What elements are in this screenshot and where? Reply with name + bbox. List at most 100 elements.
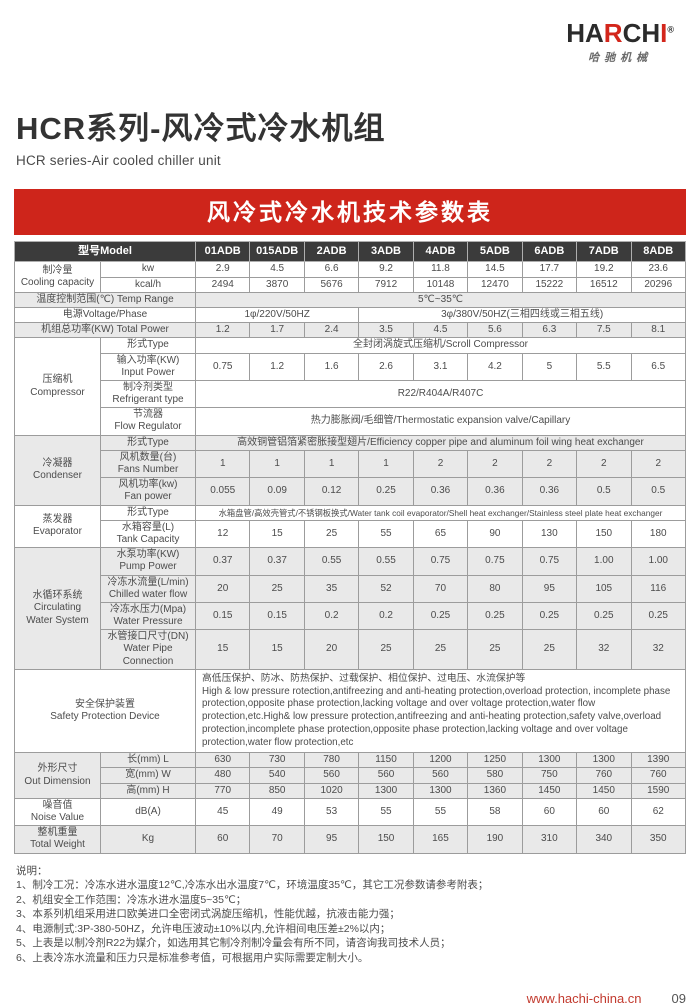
logo-part: CH [622,18,661,48]
spec-cell: 2 [521,449,578,479]
spec-cell: 0.25 [576,601,632,631]
spec-cell: 25 [412,629,469,670]
spec-cell: 冷冻水压力(Mpa) Water Pressure [100,601,196,631]
table-row: 水管接口尺寸(DN) Water Pipe Connection 15 15 20 25… [15,629,686,670]
title-block: HCR系列-风冷式冷水机组 HCR series-Air cooled chil… [0,0,700,168]
spec-cell: 8.1 [630,322,686,339]
note-line: 3、本系列机组采用进口欧美进口全密闭式涡旋压缩机，性能优越，抗液击能力强； [16,908,400,921]
page-subtitle: HCR series-Air cooled chiller unit [16,153,221,168]
spec-cell: 0.75 [467,547,523,576]
spec-cell: 0.36 [412,477,469,506]
spec-cell: 水箱容量(L) Tank Capacity [100,519,196,549]
spec-cell: 70 [412,574,469,603]
spec-cell: 540 [249,767,305,784]
spec-cell: 1200 [412,752,469,769]
table-row: 水循环系统 Circulating Water System 水泵功率(KW) P… [14,547,686,670]
spec-cell: 形式Type [100,504,196,521]
model-column-header: 6ADB [521,240,578,263]
spec-cell: 150 [576,519,632,549]
spec-cell: R22/R404A/R407C [195,379,686,409]
table-row: 噪音值 Noise Value dB(A) 45 49 53 55 55 58 60 60 62 [14,797,686,827]
model-column-header: 015ADB [249,240,305,263]
spec-cell: 高效铜管铝箔紧密胀接型翅片/Efficiency copper pipe and… [195,434,686,451]
spec-cell: 350 [630,825,686,854]
spec-cell: 0.75 [412,547,469,576]
spec-cell: 10148 [412,276,469,293]
spec-cell: 58 [467,797,523,827]
spec-cell: 1.6 [303,352,360,381]
spec-cell: 2.4 [303,322,360,339]
table-row: 外形尺寸 Out Dimension 长(mm) L 630 730 780 1150 12… [14,752,686,799]
spec-cell: 0.5 [630,477,686,506]
spec-cell: 1150 [358,752,414,769]
model-column-header: 7ADB [576,240,632,263]
spec-cell: 15222 [521,276,578,293]
spec-cell: 19.2 [576,261,632,278]
spec-cell: 高低压保护、防冰、防热保护、过载保护、相位保护、过电压、水流保护等 High &… [195,668,686,754]
note-line: 4、电源制式:3P-380-50HZ，允许电压波动±10%以内,允许相间电压差±… [16,922,391,935]
spec-cell: 1 [194,449,251,479]
spec-cell: 630 [194,752,251,769]
spec-cell: 150 [358,825,414,854]
logo-chinese-name: 哈驰机械 [588,52,653,64]
spec-cell: 1300 [521,752,578,769]
spec-cell: 55 [358,519,414,549]
spec-cell: 外形尺寸 Out Dimension [14,752,101,799]
table-row: 整机重量 Total Weight Kg 60 70 95 150 165 190 310 340… [14,825,686,854]
notes-heading: 说明： [16,864,48,877]
spec-cell: 噪音值 Noise Value [14,797,101,827]
spec-cell: 15 [249,519,305,549]
logo-part: R [603,18,623,48]
spec-cell: 全封闭涡旋式压缩机/Scroll Compressor [195,337,686,354]
spec-cell: 1390 [630,752,686,769]
spec-cell: 60 [576,797,632,827]
spec-cell: 560 [358,767,414,784]
spec-cell: 制冷量 Cooling capacity [14,261,101,293]
spec-cell: 49 [249,797,305,827]
spec-cell: 形式Type [100,337,196,354]
spec-cell: 2.6 [358,352,414,381]
spec-cell: 1300 [576,752,632,769]
spec-cell: 1 [358,449,414,479]
spec-cell: 安全保护装置 Safety Protection Device [14,668,196,754]
spec-cell: 水管接口尺寸(DN) Water Pipe Connection [100,629,196,670]
spec-cell: 1590 [630,782,686,799]
spec-cell: 形式Type [100,434,196,451]
table-row: 机组总功率(KW) Total Power 1.2 1.7 2.4 3.5 4.5 5.6 6… [14,322,686,339]
spec-cell: 62 [630,797,686,827]
spec-cell: 整机重量 Total Weight [14,825,101,854]
spec-cell: 0.75 [194,352,251,381]
spec-cell: 9.2 [358,261,414,278]
spec-cell: 310 [521,825,578,854]
spec-cell: 70 [249,825,305,854]
model-column-header: 3ADB [358,240,414,263]
spec-cell: 11.8 [412,261,469,278]
spec-cell: 3870 [249,276,305,293]
spec-cell: 0.25 [521,601,578,631]
spec-cell: 25 [521,629,578,670]
spec-cell: 宽(mm) W [100,767,196,784]
spec-cell: 65 [412,519,469,549]
spec-cell: 116 [630,574,686,603]
spec-cell: 冷凝器 Condenser [14,434,101,506]
table-row: 压缩机 Compressor 形式Type 全封闭涡旋式压缩机/Scroll Com… [14,337,686,436]
spec-table-wrap: 型号Model 01ADB 015ADB 2ADB 3ADB 4ADB 5ADB 6ADB 7A… [14,240,686,854]
spec-cell: 850 [249,782,305,799]
registered-trademark-icon: ® [667,24,674,35]
spec-cell: 节流器 Flow Regulator [100,407,196,436]
spec-cell: 0.2 [358,601,414,631]
table-row: 节流器 Flow Regulator 热力膨胀阀/毛细管/Thermostatic… [15,407,686,436]
spec-cell: 高(mm) H [100,782,196,799]
spec-cell: 12470 [467,276,523,293]
spec-cell: 60 [194,825,251,854]
spec-cell: 1φ/220V/50HZ [194,306,360,324]
spec-cell: 165 [412,825,469,854]
spec-cell: 580 [467,767,523,784]
spec-cell: 17.7 [521,261,578,278]
spec-cell: 1450 [576,782,632,799]
spec-cell: 3.1 [412,352,469,381]
spec-cell: 15 [249,629,305,670]
spec-cell: 5.5 [576,352,632,381]
spec-cell: 温度控制范围(℃) Temp Range [14,291,196,308]
spec-cell: 20 [303,629,360,670]
